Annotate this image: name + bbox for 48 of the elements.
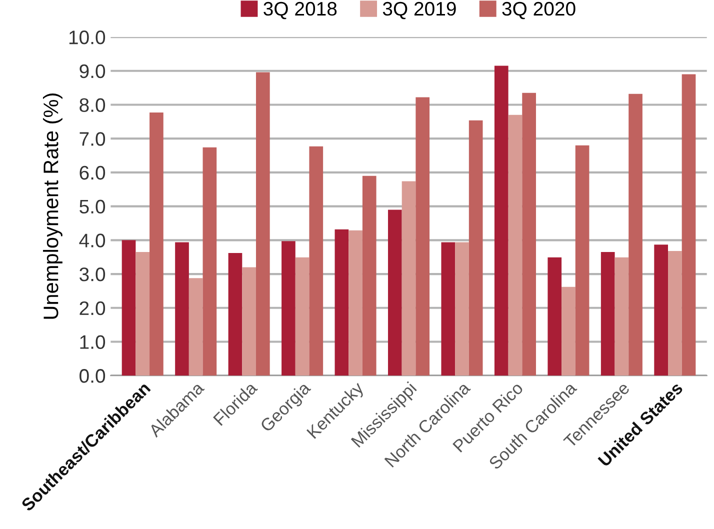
bar — [402, 181, 416, 376]
bar — [256, 72, 270, 376]
y-tick-label: 6.0 — [80, 166, 106, 180]
y-tick-label: 0.0 — [80, 369, 106, 383]
bar — [122, 240, 136, 376]
bar — [202, 147, 217, 376]
legend-label: 3Q 2019 — [382, 2, 456, 20]
legend-label: 3Q 2020 — [502, 2, 576, 20]
bar — [295, 257, 310, 376]
bar — [614, 257, 629, 376]
bar — [242, 267, 256, 376]
y-tick-label: 10.0 — [69, 30, 106, 44]
bar — [522, 92, 536, 376]
bar — [600, 252, 615, 376]
y-tick-label: 1.0 — [80, 335, 106, 349]
bar — [188, 278, 203, 376]
bar — [562, 286, 576, 376]
bar — [455, 242, 469, 376]
y-tick-label: 3.0 — [80, 267, 106, 282]
y-tick-label: 9.0 — [80, 64, 106, 78]
bar — [494, 66, 508, 376]
bar — [508, 114, 522, 376]
bar — [282, 241, 296, 376]
bar — [136, 252, 150, 376]
bar — [309, 146, 324, 376]
bar — [628, 94, 642, 376]
bar — [362, 176, 376, 376]
y-tick-label: 4.0 — [79, 234, 106, 248]
bar — [150, 112, 164, 376]
bar — [682, 74, 696, 376]
bar — [668, 251, 682, 376]
bar — [654, 244, 668, 376]
bar — [348, 230, 362, 376]
y-tick-label: 7.0 — [80, 132, 106, 146]
bar — [228, 253, 242, 376]
y-tick-label: 5.0 — [80, 200, 106, 214]
y-tick-label: 8.0 — [80, 98, 106, 112]
bar — [468, 120, 483, 376]
bar — [388, 210, 402, 376]
bar — [441, 242, 456, 376]
bar — [334, 229, 349, 376]
bar — [575, 145, 590, 376]
y-axis-title: Unemployment Rate (%) — [42, 94, 62, 319]
legend-label: 3Q 2018 — [264, 2, 337, 20]
y-tick-label: 2.0 — [80, 301, 106, 316]
bar — [416, 97, 430, 376]
bar — [548, 257, 562, 376]
bar — [175, 242, 189, 376]
